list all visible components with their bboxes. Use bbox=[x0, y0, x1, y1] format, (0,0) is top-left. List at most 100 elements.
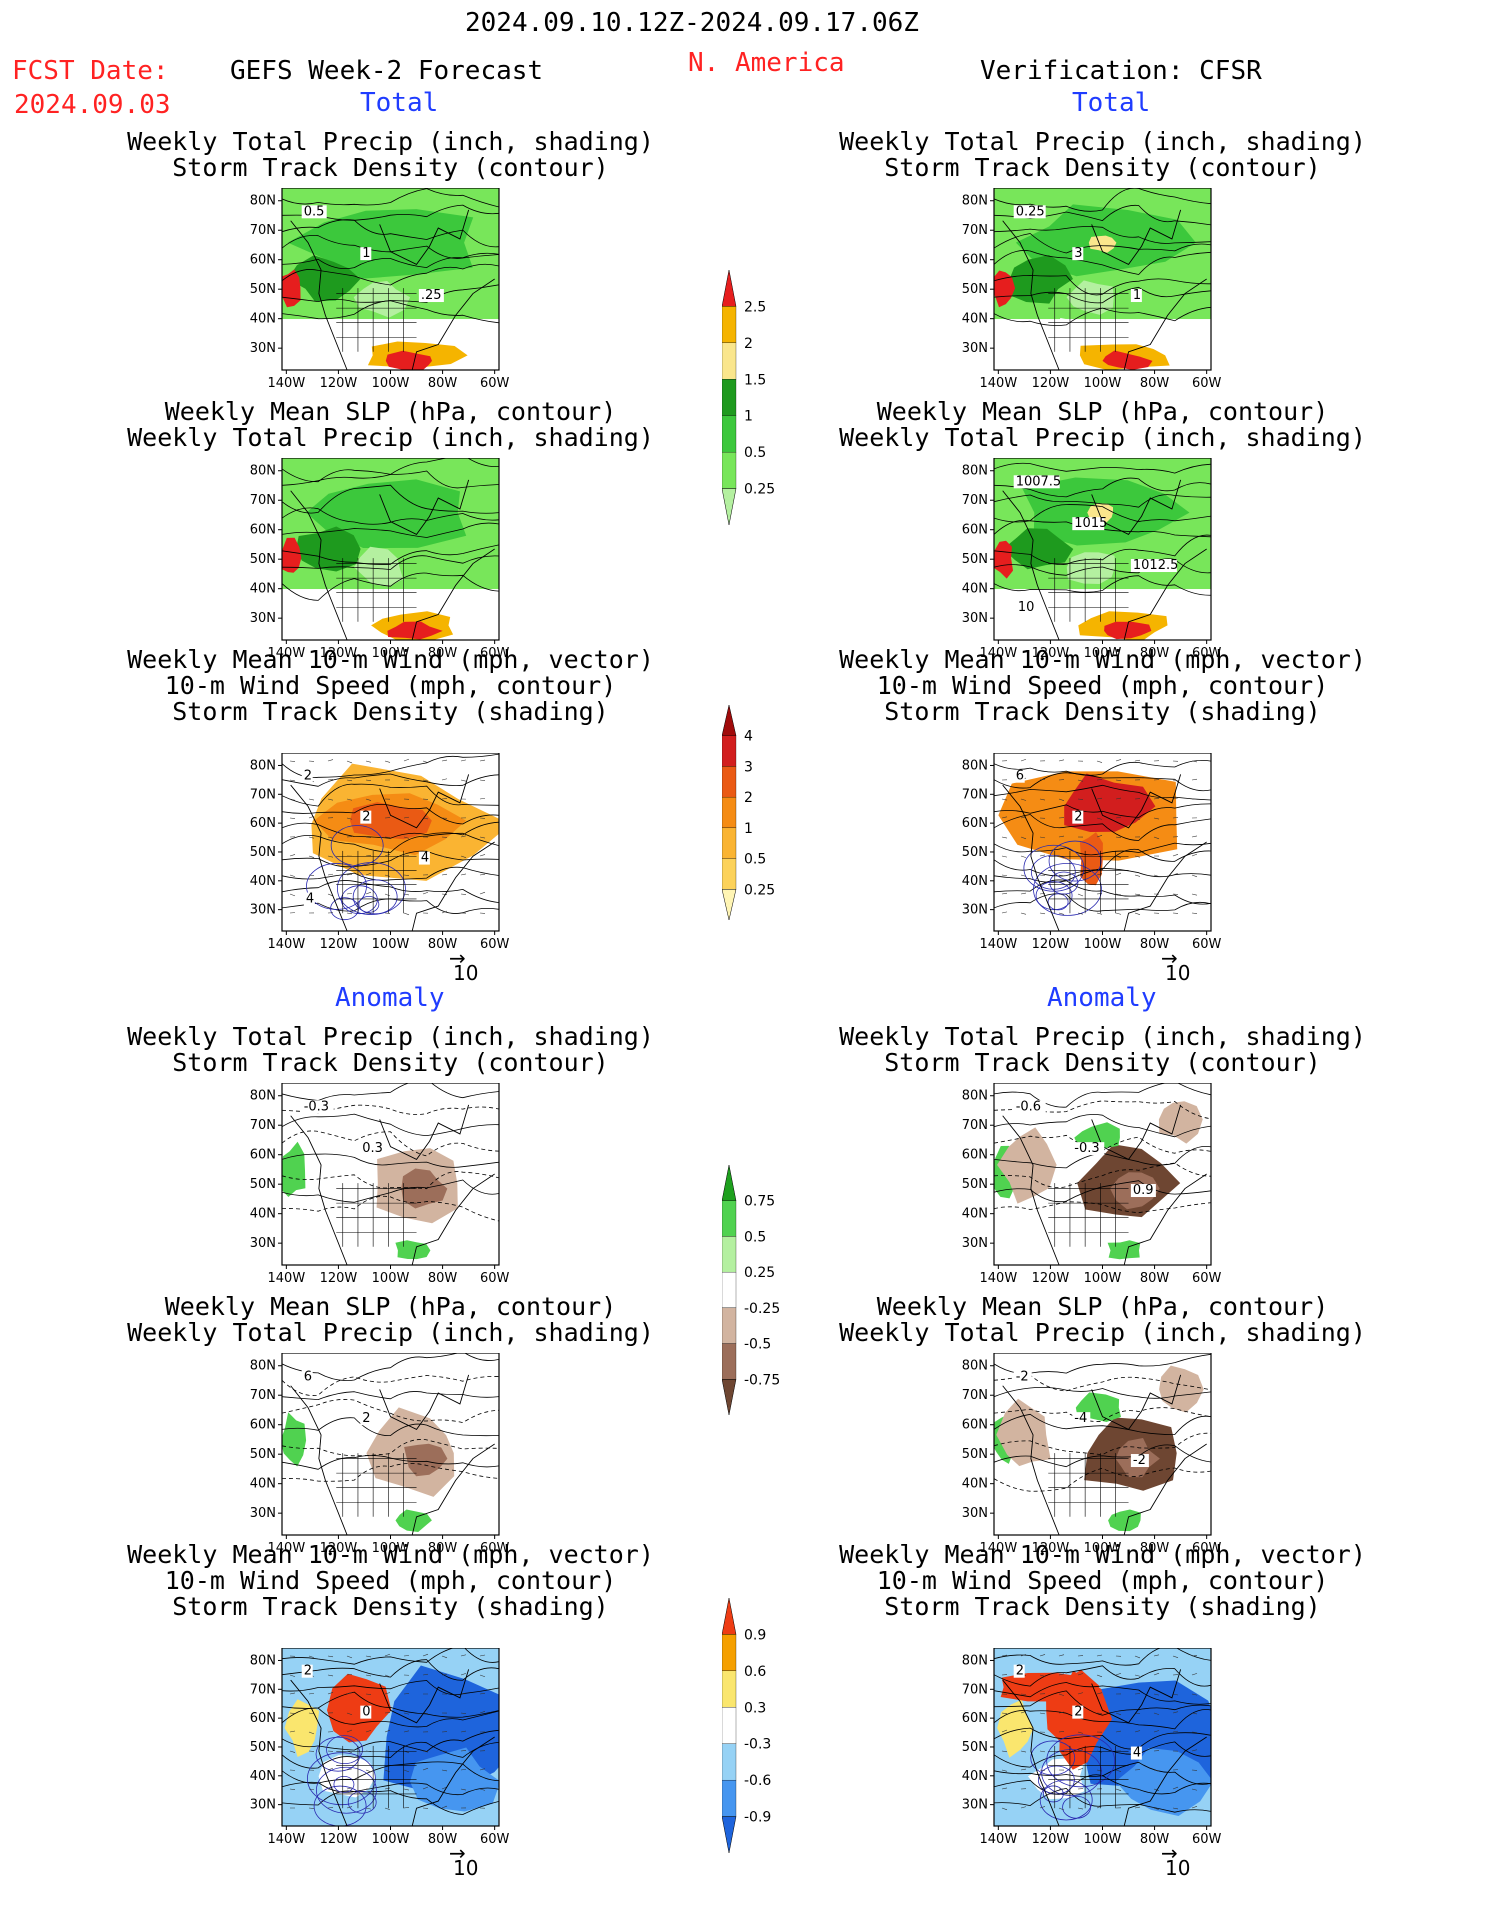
verif-total-slp-precip-map: 80N 70N 60N 50N 40N 30N 140W 120W 100W 80W 60W 1007… bbox=[962, 458, 1221, 661]
lon-tick-label: 140W bbox=[980, 937, 1018, 952]
verif-total-precip-storm-title-2: Storm Track Density (contour) bbox=[884, 153, 1321, 182]
colorbar-tick-label: 0.75 bbox=[744, 1194, 775, 1210]
storm-total-colorbar: 4 3 2 1 0.5 0.25 bbox=[722, 705, 775, 921]
contour-label: 1 bbox=[362, 246, 370, 261]
verif-total-wind-storm-title-1: Weekly Mean 10-m Wind (mph, vector) bbox=[839, 645, 1366, 674]
lon-tick-label: 60W bbox=[1192, 937, 1222, 952]
contour-label: 1 bbox=[1133, 288, 1141, 303]
lat-tick-label: 80N bbox=[962, 194, 988, 209]
verif-total-wind-storm-map: 80N 70N 60N 50N 40N 30N 140W 120W 100W 80W 60W 6 2 bbox=[962, 753, 1222, 952]
lat-tick-label: 50N bbox=[962, 1447, 988, 1462]
verif-anom-wind-storm-title-1: Weekly Mean 10-m Wind (mph, vector) bbox=[839, 1540, 1366, 1569]
lon-tick-label: 60W bbox=[1192, 1832, 1222, 1847]
lon-tick-label: 120W bbox=[320, 646, 358, 661]
lon-tick-label: 80W bbox=[1140, 1271, 1170, 1286]
contour-label: 1012.5 bbox=[1133, 558, 1179, 573]
lon-tick-label: 100W bbox=[1084, 646, 1122, 661]
lat-tick-label: 70N bbox=[250, 1682, 276, 1697]
lat-tick-label: 70N bbox=[962, 1388, 988, 1403]
lat-tick-label: 40N bbox=[962, 582, 988, 597]
verif-anom-slp-precip-map: 80N 70N 60N 50N 40N 30N 140W 120W 100W 80W 60W -2 -4… bbox=[962, 1353, 1221, 1556]
lon-tick-label: 140W bbox=[268, 1541, 306, 1556]
colorbar-tick-label: 0.5 bbox=[744, 1229, 766, 1245]
lon-tick-label: 80W bbox=[428, 1541, 458, 1556]
lat-tick-label: 40N bbox=[250, 312, 276, 327]
lon-tick-label: 80W bbox=[1140, 1832, 1170, 1847]
colorbar-tick-label: 1.5 bbox=[744, 372, 766, 388]
lon-tick-label: 140W bbox=[268, 937, 306, 952]
lon-tick-label: 120W bbox=[320, 1271, 358, 1286]
lat-tick-label: 80N bbox=[962, 1653, 988, 1668]
contour-label: 2 bbox=[362, 1411, 370, 1426]
section-total-left: Total bbox=[360, 88, 439, 118]
lon-tick-label: 100W bbox=[372, 937, 410, 952]
forecast-anom-precip-storm-title-1: Weekly Total Precip (inch, shading) bbox=[127, 1022, 654, 1051]
lat-tick-label: 30N bbox=[250, 903, 276, 918]
lat-tick-label: 50N bbox=[250, 552, 276, 567]
colorbar-tick-label: -0.25 bbox=[744, 1301, 780, 1317]
contour-label: 2 bbox=[362, 810, 370, 825]
lat-tick-label: 40N bbox=[962, 1477, 988, 1492]
lat-tick-label: 40N bbox=[962, 874, 988, 889]
lon-tick-label: 60W bbox=[480, 1541, 510, 1556]
forecast-anom-wind-storm-title-1: Weekly Mean 10-m Wind (mph, vector) bbox=[127, 1540, 654, 1569]
contour-label: 0.25 bbox=[1016, 204, 1045, 219]
lat-tick-label: 30N bbox=[250, 1506, 276, 1521]
lat-tick-label: 80N bbox=[962, 1089, 988, 1104]
lon-tick-label: 120W bbox=[320, 1832, 358, 1847]
lat-tick-label: 70N bbox=[250, 1388, 276, 1403]
contour-label: 2 bbox=[304, 1664, 312, 1679]
contour-label: 2 bbox=[1016, 1664, 1024, 1679]
lat-tick-label: 50N bbox=[962, 845, 988, 860]
lat-tick-label: 50N bbox=[962, 282, 988, 297]
lat-tick-label: 30N bbox=[962, 1236, 988, 1251]
fcst-date-value: 2024.09.03 bbox=[14, 90, 171, 120]
lon-tick-label: 80W bbox=[428, 646, 458, 661]
section-total-right: Total bbox=[1072, 88, 1151, 118]
lat-tick-label: 80N bbox=[250, 1359, 276, 1374]
lon-tick-label: 120W bbox=[1032, 937, 1070, 952]
colorbar-tick-label: 2 bbox=[744, 336, 753, 352]
forecast-total-wind-storm-title-1: Weekly Mean 10-m Wind (mph, vector) bbox=[127, 645, 654, 674]
contour-label: -0.3 bbox=[304, 1099, 329, 1114]
colorbar-tick-label: 0.25 bbox=[744, 1265, 775, 1281]
lon-tick-label: 140W bbox=[980, 376, 1018, 391]
forecast-total-slp-precip-map: 80N 70N 60N 50N 40N 30N 140W 120W 100W 80W 60W bbox=[250, 458, 509, 661]
contour-label: 3 bbox=[1074, 246, 1082, 261]
forecast-anom-wind-storm-map: 80N 70N 60N 50N 40N 30N 140W 120W 100W 80W 60W 2 0 bbox=[250, 1648, 510, 1847]
lat-tick-label: 70N bbox=[962, 223, 988, 238]
lon-tick-label: 80W bbox=[1140, 646, 1170, 661]
lon-tick-label: 100W bbox=[372, 1832, 410, 1847]
verif-total-wind-storm-title-3: Storm Track Density (shading) bbox=[884, 697, 1321, 726]
contour-label: 6 bbox=[304, 1369, 312, 1384]
lat-tick-label: 60N bbox=[962, 1148, 988, 1163]
lon-tick-label: 60W bbox=[480, 1832, 510, 1847]
lat-tick-label: 30N bbox=[250, 1236, 276, 1251]
contour-label: -0.6 bbox=[1016, 1099, 1041, 1114]
lat-tick-label: 40N bbox=[250, 1769, 276, 1784]
lat-tick-label: 30N bbox=[962, 341, 988, 356]
lon-tick-label: 100W bbox=[372, 1271, 410, 1286]
colorbar-tick-label: -0.3 bbox=[744, 1737, 771, 1753]
contour-label: 6 bbox=[1016, 769, 1024, 784]
lat-tick-label: 70N bbox=[962, 1682, 988, 1697]
lon-tick-label: 120W bbox=[1032, 646, 1070, 661]
lon-tick-label: 100W bbox=[1084, 1832, 1122, 1847]
vector-ref-arrow-icon: → bbox=[449, 946, 466, 970]
lon-tick-label: 80W bbox=[428, 1271, 458, 1286]
lon-tick-label: 100W bbox=[1084, 1541, 1122, 1556]
lat-tick-label: 80N bbox=[250, 1653, 276, 1668]
contour-label: -2 bbox=[1016, 1369, 1029, 1384]
lat-tick-label: 80N bbox=[250, 1089, 276, 1104]
contour-label: 2 bbox=[304, 769, 312, 784]
fcst-date-label: FCST Date: bbox=[12, 56, 169, 86]
lat-tick-label: 70N bbox=[962, 1118, 988, 1133]
lat-tick-label: 40N bbox=[962, 1769, 988, 1784]
lat-tick-label: 60N bbox=[962, 523, 988, 538]
lon-tick-label: 140W bbox=[980, 1271, 1018, 1286]
lat-tick-label: 80N bbox=[962, 464, 988, 479]
region-title: N. America bbox=[688, 48, 845, 78]
lat-tick-label: 60N bbox=[250, 1711, 276, 1726]
lat-tick-label: 80N bbox=[250, 758, 276, 773]
lon-tick-label: 60W bbox=[480, 1271, 510, 1286]
